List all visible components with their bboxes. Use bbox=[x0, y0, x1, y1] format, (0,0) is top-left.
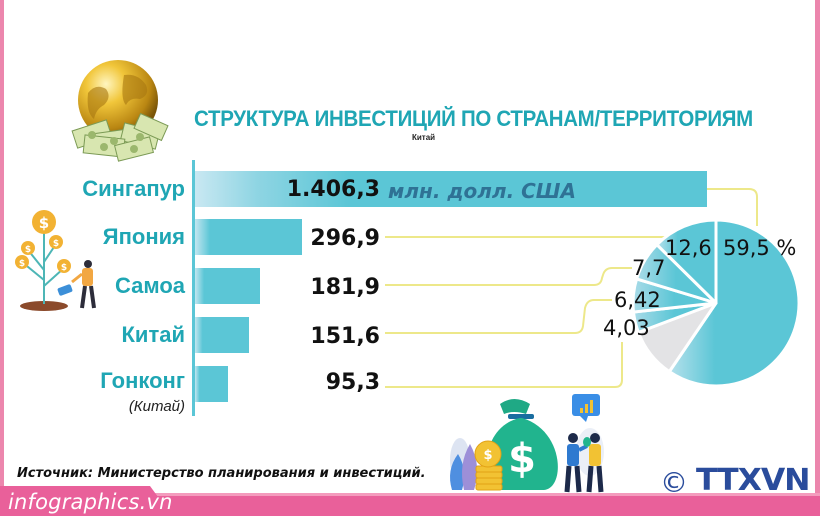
pie-slice-japan bbox=[655, 218, 718, 305]
svg-text:$: $ bbox=[61, 263, 67, 273]
bar-china bbox=[195, 317, 249, 353]
pie-slice-other bbox=[636, 301, 718, 374]
footer-tab bbox=[0, 486, 160, 516]
pie-label-japan: 12,6 bbox=[665, 236, 712, 260]
svg-text:$: $ bbox=[483, 448, 492, 463]
category-label-japan: Япония bbox=[102, 224, 185, 249]
connector-hongkong bbox=[385, 342, 623, 388]
svg-text:$: $ bbox=[25, 245, 31, 255]
pie-label-china: 6,42 bbox=[614, 288, 661, 312]
category-label-china: Китай bbox=[121, 322, 186, 347]
pie-label-hongkong: 4,03 bbox=[603, 316, 650, 340]
pie-label-samoa: 7,7 bbox=[632, 256, 666, 280]
unit-label: млн. долл. США bbox=[388, 179, 576, 203]
pie-label-singapore: 59,5 % bbox=[723, 236, 797, 260]
bar-singapore bbox=[195, 171, 707, 207]
site-link[interactable]: infographics.vn bbox=[8, 490, 173, 514]
connector-samoa bbox=[385, 267, 632, 286]
stray-label: Китай bbox=[412, 133, 436, 142]
connector-china bbox=[385, 299, 612, 334]
category-label-hongkong: Гонконг bbox=[100, 368, 185, 393]
bar-hongkong bbox=[195, 366, 228, 402]
value-china: 151,6 bbox=[310, 324, 380, 349]
value-singapore: 1.406,3 bbox=[286, 177, 380, 202]
value-samoa: 181,9 bbox=[310, 275, 380, 300]
money-bag-handshake-illustration-icon: $ $ bbox=[450, 394, 604, 493]
frame-right-border bbox=[815, 0, 820, 516]
logo-text: TTXVN bbox=[696, 463, 811, 498]
bar-japan bbox=[195, 219, 302, 255]
category-label-samoa: Самоа bbox=[114, 273, 185, 298]
source-note: Источник: Министерство планирования и ин… bbox=[17, 466, 426, 481]
page-title: СТРУКТУРА ИНВЕСТИЦИЙ ПО СТРАНАМ/ТЕРРИТОР… bbox=[194, 106, 753, 131]
connector-singapore bbox=[707, 188, 758, 226]
svg-text:$: $ bbox=[19, 259, 25, 269]
category-sublabel-hongkong: (Китай) bbox=[128, 398, 185, 415]
svg-text:$: $ bbox=[39, 214, 49, 232]
category-label-singapore: Сингапур bbox=[82, 176, 185, 201]
bar-samoa bbox=[195, 268, 260, 304]
money-tree-illustration-icon: $ $ $ $ $ bbox=[15, 210, 96, 311]
svg-text:$: $ bbox=[508, 436, 536, 482]
value-japan: 296,9 bbox=[310, 226, 380, 251]
frame-left-border bbox=[0, 0, 4, 516]
bar-axis-line bbox=[192, 160, 195, 416]
gold-globe-money-icon bbox=[71, 60, 169, 162]
footer-bar bbox=[0, 493, 820, 516]
svg-text:$: $ bbox=[53, 239, 59, 249]
value-hongkong: 95,3 bbox=[325, 370, 380, 395]
